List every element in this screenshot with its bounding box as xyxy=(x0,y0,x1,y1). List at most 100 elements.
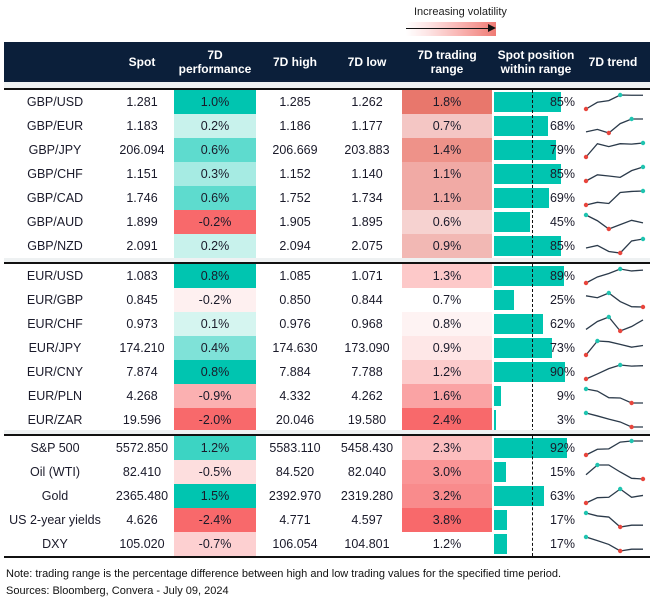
position-bar xyxy=(494,534,508,554)
position-bar xyxy=(494,266,565,286)
high-value: 106.054 xyxy=(272,537,318,551)
spot-value: 105.020 xyxy=(119,537,165,551)
range-cell: 1.1% xyxy=(402,162,492,186)
table-row: GBP/CHF 1.151 0.3% 1.152 1.140 1.1% 85% xyxy=(4,162,650,186)
header-performance-line2: performance xyxy=(178,62,252,76)
table-row: GBP/USD 1.281 1.0% 1.285 1.262 1.8% 85% xyxy=(4,90,650,114)
header-performance: 7D performance xyxy=(174,42,256,82)
trend-min-marker xyxy=(583,452,589,458)
sparkline-svg xyxy=(583,266,644,286)
sources: Sources: Bloomberg, Convera - July 09, 2… xyxy=(6,585,229,597)
legend-title: Increasing volatility xyxy=(414,6,507,18)
range-cell: 0.7% xyxy=(402,114,492,138)
trend-max-marker xyxy=(618,92,623,98)
position-bar xyxy=(494,164,562,184)
position-label: 62% xyxy=(549,317,575,331)
trend-min-marker xyxy=(583,178,589,184)
arrow-right-icon xyxy=(406,28,491,29)
position-label: 85% xyxy=(549,95,575,109)
low-value: 4.597 xyxy=(351,513,383,527)
midpoint-dashed-line xyxy=(532,264,533,432)
trend-max-marker xyxy=(618,486,623,492)
trend-min-marker xyxy=(618,328,623,334)
spot-value: 1.183 xyxy=(126,119,158,133)
performance-cell: 1.5% xyxy=(174,484,256,508)
performance-cell: 1.0% xyxy=(174,90,256,114)
trend-max-marker xyxy=(640,188,646,194)
low-value: 0.844 xyxy=(351,293,383,307)
header-range-line2: range xyxy=(430,62,464,76)
trend-sparkline xyxy=(580,484,646,508)
performance-cell: 1.2% xyxy=(174,436,256,460)
table-row: US 2-year yields 4.626 -2.4% 4.771 4.597… xyxy=(4,508,650,532)
performance-cell: -0.2% xyxy=(174,288,256,312)
trend-line xyxy=(585,190,644,206)
header-performance-line1: 7D xyxy=(207,48,223,62)
position-cell: 17% xyxy=(494,508,578,532)
performance-cell: 0.8% xyxy=(174,264,256,288)
trend-min-marker xyxy=(583,376,589,382)
position-cell: 85% xyxy=(494,90,578,114)
position-cell: 62% xyxy=(494,312,578,336)
trend-min-marker xyxy=(583,352,589,358)
trend-sparkline xyxy=(580,90,646,114)
trend-min-marker xyxy=(618,250,623,256)
high-value: 206.669 xyxy=(272,143,318,157)
table-row: GBP/CAD 1.746 0.6% 1.752 1.734 1.1% 69% xyxy=(4,186,650,210)
trend-max-marker xyxy=(606,290,611,296)
header-trend: 7D trend xyxy=(588,55,638,69)
table-row: Gold 2365.480 1.5% 2392.970 2319.280 3.2… xyxy=(4,484,650,508)
performance-cell: -0.5% xyxy=(174,460,256,484)
position-bar xyxy=(494,438,567,458)
instrument-name: EUR/ZAR xyxy=(27,413,83,427)
performance-cell: -0.7% xyxy=(174,532,256,556)
low-value: 5458.430 xyxy=(340,441,394,455)
low-value: 1.177 xyxy=(351,119,383,133)
trend-max-marker xyxy=(583,212,589,218)
trend-min-marker xyxy=(640,476,646,482)
spot-value: 19.596 xyxy=(122,413,162,427)
position-cell: 45% xyxy=(494,210,578,234)
spot-value: 1.899 xyxy=(126,215,158,229)
range-cell: 0.8% xyxy=(402,312,492,336)
trend-max-marker xyxy=(640,164,646,170)
group-separator xyxy=(4,82,650,88)
trend-line xyxy=(585,292,644,308)
high-value: 5583.110 xyxy=(269,441,321,455)
position-cell: 85% xyxy=(494,234,578,258)
position-label: 63% xyxy=(549,489,575,503)
low-value: 173.090 xyxy=(344,341,390,355)
low-value: 203.883 xyxy=(344,143,390,157)
sparkline-svg xyxy=(583,486,644,506)
instrument-name: US 2-year yields xyxy=(9,513,101,527)
trend-min-marker xyxy=(606,226,611,232)
position-bar xyxy=(494,290,514,310)
instrument-name: Gold xyxy=(41,489,69,503)
table-group: EUR/USD 1.083 0.8% 1.085 1.071 1.3% 89% … xyxy=(4,262,650,434)
position-cell: 85% xyxy=(494,162,578,186)
sparkline-svg xyxy=(583,438,643,458)
low-value: 7.788 xyxy=(351,365,383,379)
trend-min-marker xyxy=(583,154,589,160)
high-value: 0.976 xyxy=(279,317,311,331)
position-label: 89% xyxy=(549,269,575,283)
position-bar xyxy=(494,236,562,256)
trend-min-marker xyxy=(618,524,623,530)
performance-cell: 0.8% xyxy=(174,360,256,384)
range-cell: 0.6% xyxy=(402,210,492,234)
trend-max-marker xyxy=(583,410,589,416)
midpoint-dashed-line xyxy=(532,436,533,556)
trend-min-marker xyxy=(583,280,589,286)
performance-cell: 0.3% xyxy=(174,162,256,186)
trend-line xyxy=(585,536,643,552)
position-label: 17% xyxy=(549,537,575,551)
sparkline-svg xyxy=(583,188,646,208)
spot-value: 1.746 xyxy=(126,191,158,205)
table-row: EUR/PLN 4.268 -0.9% 4.332 4.262 1.6% 9% xyxy=(4,384,650,408)
instrument-name: EUR/CHF xyxy=(27,317,83,331)
trend-sparkline xyxy=(580,360,646,384)
sparkline-svg xyxy=(585,462,646,482)
position-bar xyxy=(494,362,566,382)
high-value: 2.094 xyxy=(279,239,311,253)
header-high: 7D high xyxy=(273,55,317,69)
